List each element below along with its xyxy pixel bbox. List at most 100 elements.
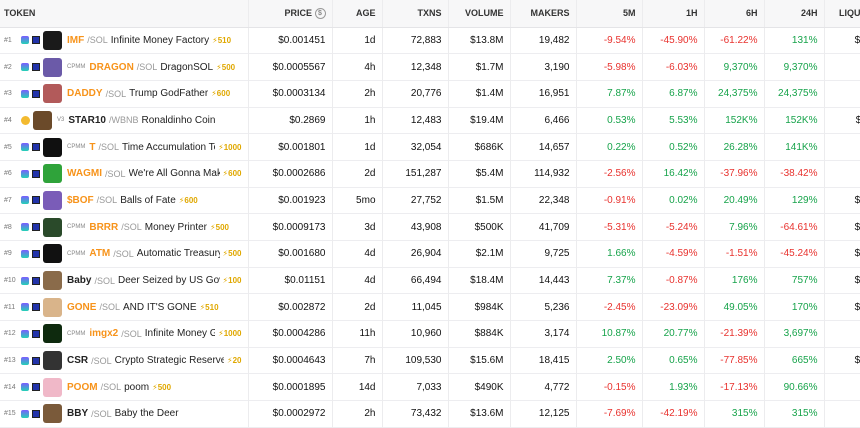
header-age[interactable]: AGE [332, 0, 383, 28]
txns-cell: 73,432 [382, 400, 449, 428]
token-cell[interactable]: #13 CSR/SOL Crypto Strategic Reserve ⚡20 [0, 347, 249, 374]
dex-icon [32, 276, 40, 285]
table-row[interactable]: #12 CPMM imgx2/SOL Infinite Money Gli ⚡1000 $… [0, 320, 860, 348]
table-row[interactable]: #11 GONE/SOL AND IT'S GONE ⚡510 $0.002872 2d 1… [0, 293, 860, 321]
change-6h-cell: 24,375% [704, 80, 765, 108]
token-cell[interactable]: #3 DADDY/SOL Trump GodFather ⚡600 [0, 80, 249, 108]
token-pair: /SOL [91, 355, 112, 366]
token-cell[interactable]: #14 POOM/SOL poom ⚡500 [0, 373, 249, 401]
table-row[interactable]: #15 BBY/SOL Baby the Deer $0.0002972 2h 73,43… [0, 400, 860, 428]
age-cell: 4h [332, 53, 383, 81]
volume-cell: $2.1M [448, 240, 511, 268]
token-cell[interactable]: #15 BBY/SOL Baby the Deer [0, 400, 249, 428]
token-cell[interactable]: #2 CPMM DRAGON/SOL DragonSOL ⚡500 [0, 53, 249, 81]
table-row[interactable]: #7 $BOF/SOL Balls of Fate ⚡600 $0.001923 5mo 2… [0, 187, 860, 214]
table-row[interactable]: #1 IMF/SOL Infinite Money Factory ⚡510 $0.00… [0, 27, 860, 54]
header-volume[interactable]: VOLUME [448, 0, 511, 28]
table-row[interactable]: #3 DADDY/SOL Trump GodFather ⚡600 $0.0003134… [0, 80, 860, 108]
volume-cell: $1.7M [448, 53, 511, 81]
table-row[interactable]: #8 CPMM BRRR/SOL Money Printer ⚡500 $0.000917… [0, 213, 860, 241]
token-rank: #12 [4, 330, 16, 338]
change-6h-cell: 7.96% [704, 213, 765, 241]
volume-cell: $13.8M [448, 27, 511, 54]
change-24h-cell: 90.66% [764, 373, 825, 401]
token-cell[interactable]: #12 CPMM imgx2/SOL Infinite Money Gli ⚡1000 [0, 320, 249, 348]
token-cell[interactable]: #1 IMF/SOL Infinite Money Factory ⚡510 [0, 27, 249, 54]
change-24h-cell: 170% [764, 293, 825, 321]
token-rank: #8 [4, 223, 12, 231]
makers-cell: 22,348 [510, 187, 577, 214]
token-cell[interactable]: #4 V3 STAR10/WBNB Ronaldinho Coin [0, 107, 249, 134]
change-5m-cell: 2.50% [576, 347, 643, 374]
age-cell: 7h [332, 347, 383, 374]
age-cell: 2h [332, 80, 383, 108]
header-txns[interactable]: TXNS [382, 0, 449, 28]
table-row[interactable]: #13 CSR/SOL Crypto Strategic Reserve ⚡20 $0.… [0, 347, 860, 374]
table-row[interactable]: #5 CPMM T/SOL Time Accumulation To ⚡1000 $0.0… [0, 133, 860, 161]
token-rank: #6 [4, 170, 12, 178]
solana-chain-icon [21, 356, 29, 365]
makers-cell: 12,125 [510, 400, 577, 428]
header-24h[interactable]: 24H [764, 0, 825, 28]
header-6h[interactable]: 6H [704, 0, 765, 28]
dollar-circle-icon[interactable]: $ [314, 7, 326, 19]
pool-type-badge: CPMM [67, 250, 86, 257]
change-1h-cell: -5.24% [642, 213, 705, 241]
token-cell[interactable]: #7 $BOF/SOL Balls of Fate ⚡600 [0, 187, 249, 214]
header-token[interactable]: TOKEN [0, 0, 249, 28]
token-rank: #11 [4, 303, 16, 311]
txns-cell: 32,054 [382, 133, 449, 161]
txns-cell: 72,883 [382, 27, 449, 54]
change-1h-cell: -23.09% [642, 293, 705, 321]
table-row[interactable]: #9 CPMM ATM/SOL Automatic Treasury ⚡500 $0.00… [0, 240, 860, 268]
token-cell[interactable]: #5 CPMM T/SOL Time Accumulation To ⚡1000 [0, 133, 249, 161]
token-pair: /SOL [94, 275, 115, 286]
makers-cell: 114,932 [510, 160, 577, 188]
token-symbol: DRAGON [89, 61, 134, 73]
change-24h-cell: -38.42% [764, 160, 825, 188]
table-row[interactable]: #4 V3 STAR10/WBNB Ronaldinho Coin $0.2869 1h 1… [0, 107, 860, 134]
header-price[interactable]: PRICE $ [248, 0, 333, 28]
token-cell[interactable]: #11 GONE/SOL AND IT'S GONE ⚡510 [0, 293, 249, 321]
change-24h-cell: 131% [764, 27, 825, 54]
token-avatar [43, 324, 62, 344]
volume-cell: $18.4M [448, 267, 511, 294]
token-avatar [43, 351, 62, 371]
token-symbol: BRRR [89, 221, 119, 233]
change-24h-cell: 152K% [764, 107, 825, 134]
volume-cell: $884K [448, 320, 511, 348]
solana-chain-icon [21, 383, 29, 392]
token-symbol: BBY [67, 408, 89, 420]
boost-badge: ⚡510 [212, 35, 232, 45]
header-makers[interactable]: MAKERS [510, 0, 577, 28]
change-24h-cell: -45.24% [764, 240, 825, 268]
header-liquidity[interactable]: LIQUIDITY [824, 0, 860, 28]
token-name: Infinite Money Gli [144, 328, 216, 340]
token-pair: /SOL [113, 248, 134, 259]
volume-cell: $984K [448, 293, 511, 321]
age-cell: 1d [332, 133, 383, 161]
table-row[interactable]: #14 POOM/SOL poom ⚡500 $0.0001895 14d 7,033 $49… [0, 373, 860, 401]
table-row[interactable]: #2 CPMM DRAGON/SOL DragonSOL ⚡500 $0.0005567 4… [0, 53, 860, 81]
token-rank: #3 [4, 90, 12, 98]
change-1h-cell: 6.87% [642, 80, 705, 108]
volume-cell: $686K [448, 133, 511, 161]
header-5m[interactable]: 5M [576, 0, 643, 28]
token-cell[interactable]: #8 CPMM BRRR/SOL Money Printer ⚡500 [0, 213, 249, 241]
liquidity-cell: $126K [824, 213, 860, 241]
change-1h-cell: -45.90% [642, 27, 705, 54]
header-1h[interactable]: 1H [642, 0, 705, 28]
liquidity-cell: $43K [824, 80, 860, 108]
change-24h-cell: -64.61% [764, 213, 825, 241]
solana-chain-icon [21, 169, 29, 178]
solana-chain-icon [21, 249, 29, 258]
solana-chain-icon [21, 303, 29, 312]
change-6h-cell: 9,370% [704, 53, 765, 81]
token-cell[interactable]: #9 CPMM ATM/SOL Automatic Treasury ⚡500 [0, 240, 249, 268]
change-5m-cell: -0.91% [576, 187, 643, 214]
txns-cell: 109,530 [382, 347, 449, 374]
